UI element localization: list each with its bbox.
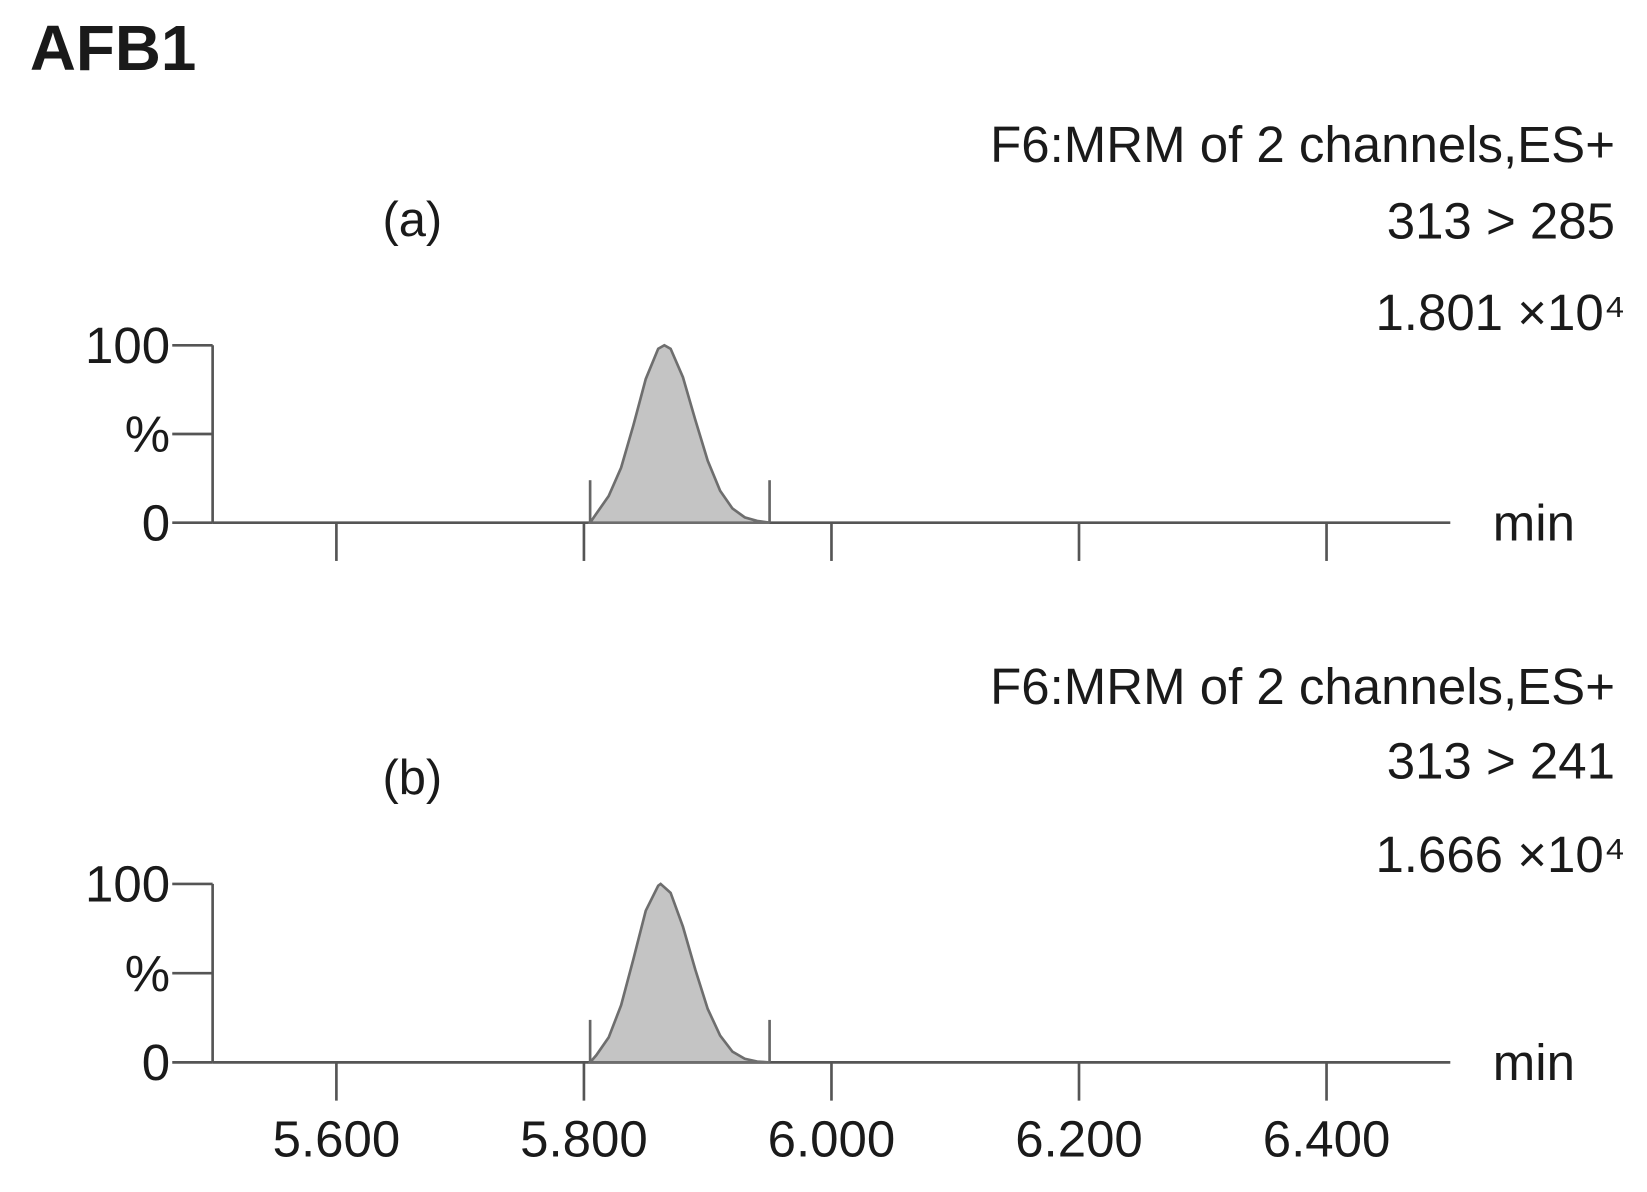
panel-label: (b) [382, 751, 442, 805]
x-tick-label: 6.200 [1015, 1111, 1143, 1168]
intensity-label: 1.666 ×10⁴ [1375, 826, 1625, 883]
panel-label: (a) [382, 193, 442, 247]
y-tick-label: % [125, 406, 170, 463]
x-tick-label: 6.000 [768, 1111, 896, 1168]
method-label: F6:MRM of 2 channels,ES+ [990, 116, 1615, 173]
y-tick-label: % [125, 945, 170, 1002]
y-tick-label: 100 [85, 317, 170, 374]
x-tick-label: 5.800 [520, 1111, 648, 1168]
x-tick-label: 6.400 [1263, 1111, 1391, 1168]
x-axis-label: min [1493, 494, 1575, 551]
x-tick-label: 5.600 [273, 1111, 401, 1168]
method-label: F6:MRM of 2 channels,ES+ [990, 658, 1615, 715]
y-tick-label: 0 [142, 1034, 170, 1091]
y-tick-label: 0 [142, 494, 170, 551]
x-axis-label: min [1493, 1034, 1575, 1091]
transition-label: 313 > 285 [1387, 193, 1615, 250]
transition-label: 313 > 241 [1387, 732, 1615, 789]
intensity-label: 1.801 ×10⁴ [1375, 284, 1625, 341]
peak [587, 882, 770, 1064]
peak [587, 343, 770, 525]
figure-title: AFB1 [30, 12, 196, 84]
y-tick-label: 100 [85, 856, 170, 913]
